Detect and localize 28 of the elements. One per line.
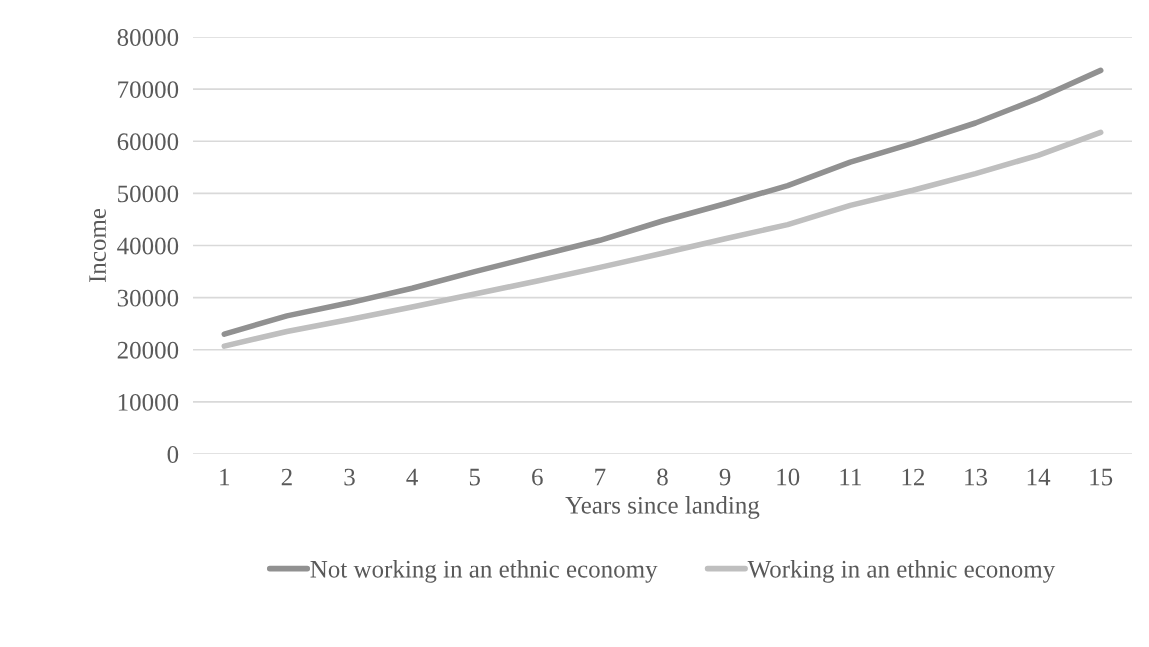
legend-label: Not working in an ethnic economy bbox=[310, 560, 658, 583]
x-tick-label: 4 bbox=[406, 468, 418, 486]
y-tick-label: 10000 bbox=[118, 393, 179, 411]
x-tick-label: 10 bbox=[777, 468, 800, 486]
y-tick-label: 0 bbox=[167, 446, 179, 463]
x-tick-label: 15 bbox=[1090, 468, 1113, 486]
x-tick-label: 1 bbox=[220, 468, 230, 486]
x-tick-label: 6 bbox=[532, 468, 543, 486]
y-tick-label: 40000 bbox=[117, 237, 179, 255]
x-axis-title: Years since landing bbox=[565, 496, 760, 519]
x-tick-label: 9 bbox=[719, 468, 731, 486]
y-tick-label: 60000 bbox=[117, 133, 179, 151]
x-tick-label: 13 bbox=[965, 468, 988, 486]
y-tick-label: 50000 bbox=[118, 185, 179, 203]
x-tick-label: 11 bbox=[840, 468, 861, 486]
y-axis-title: Income bbox=[89, 208, 106, 283]
x-tick-label: 5 bbox=[469, 468, 480, 486]
x-tick-label: 2 bbox=[281, 468, 292, 486]
y-tick-label: 30000 bbox=[117, 289, 179, 307]
y-tick-label: 80000 bbox=[117, 29, 179, 46]
legend-label: Working in an ethnic economy bbox=[747, 560, 1056, 583]
x-tick-label: 7 bbox=[595, 468, 606, 486]
x-tick-label: 8 bbox=[657, 468, 668, 486]
x-tick-label: 3 bbox=[344, 468, 355, 486]
x-tick-label: 12 bbox=[902, 468, 925, 486]
x-tick-label: 14 bbox=[1027, 468, 1051, 486]
y-tick-label: 20000 bbox=[117, 341, 179, 359]
y-tick-label: 70000 bbox=[118, 81, 179, 99]
